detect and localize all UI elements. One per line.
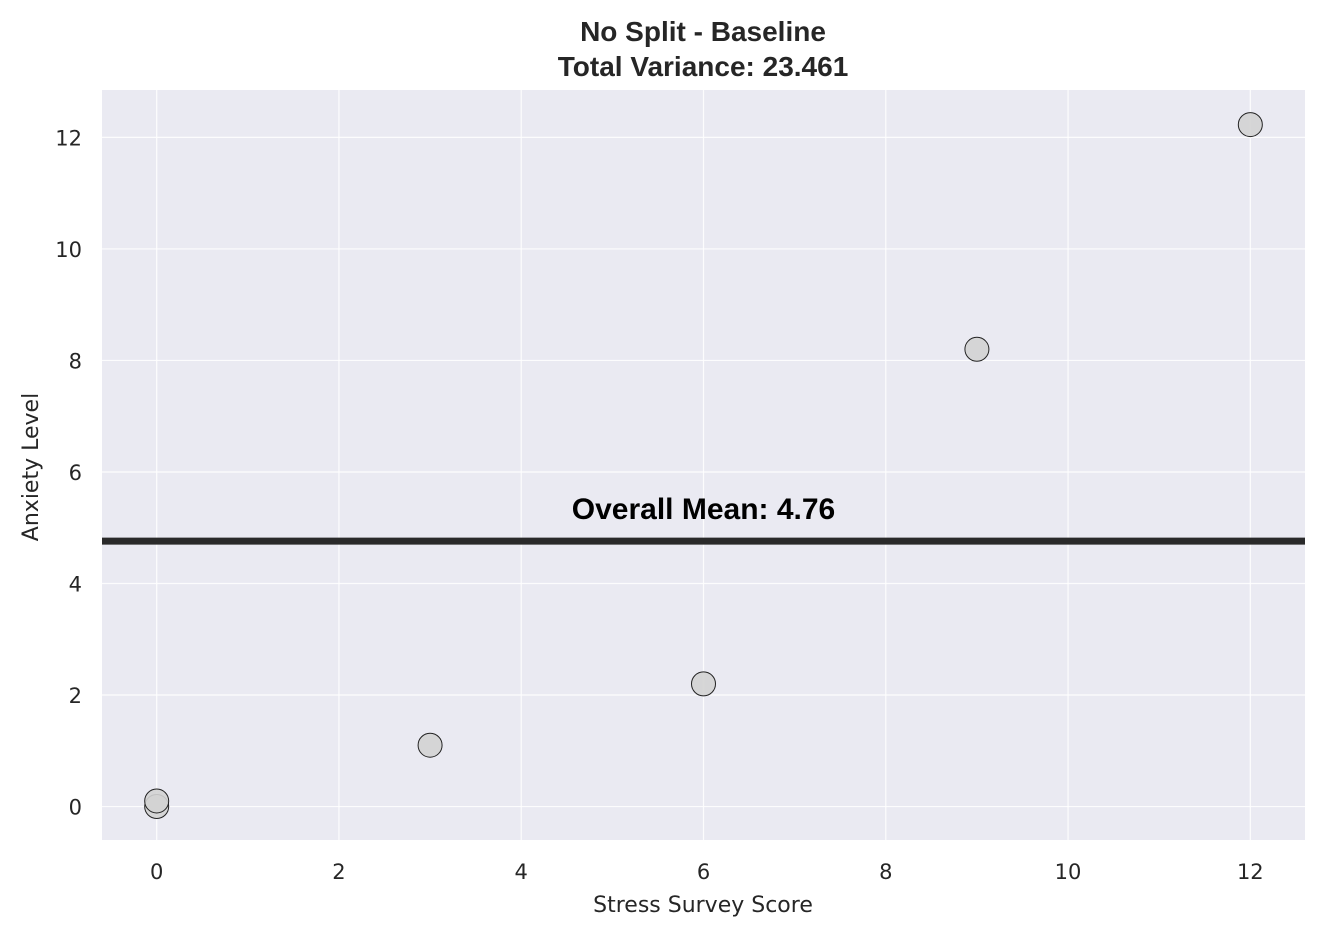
- y-tick-label: 0: [69, 796, 82, 820]
- scatter-point: [417, 732, 443, 758]
- x-tick-label: 2: [332, 860, 345, 884]
- y-tick-label: 8: [69, 349, 82, 373]
- scatter-points: [144, 112, 1263, 820]
- x-axis-ticks: 0 2 4 6 8 10 12: [150, 860, 1264, 884]
- x-axis-label: Stress Survey Score: [593, 893, 813, 918]
- x-tick-label: 12: [1237, 860, 1264, 884]
- y-tick-label: 10: [55, 238, 82, 262]
- mean-line-label: Overall Mean: 4.76: [572, 493, 835, 526]
- x-tick-label: 4: [515, 860, 528, 884]
- y-axis-label: Anxiety Level: [19, 393, 44, 541]
- x-tick-label: 0: [150, 860, 163, 884]
- chart-title-line1: No Split - Baseline: [580, 16, 826, 47]
- y-tick-label: 6: [69, 461, 82, 485]
- scatter-point: [691, 671, 716, 697]
- chart-title-line2: Total Variance: 23.461: [558, 51, 849, 82]
- y-axis-ticks: 0 2 4 6 8 10 12: [55, 126, 82, 819]
- x-tick-label: 10: [1055, 860, 1082, 884]
- grid: [102, 90, 1305, 840]
- x-tick-label: 8: [879, 860, 892, 884]
- y-tick-label: 4: [69, 572, 82, 596]
- scatter-point: [1237, 112, 1263, 138]
- y-tick-label: 12: [55, 126, 82, 150]
- scatter-point: [964, 336, 990, 362]
- x-tick-label: 6: [697, 860, 710, 884]
- scatter-point: [144, 788, 170, 814]
- y-tick-label: 2: [69, 684, 82, 708]
